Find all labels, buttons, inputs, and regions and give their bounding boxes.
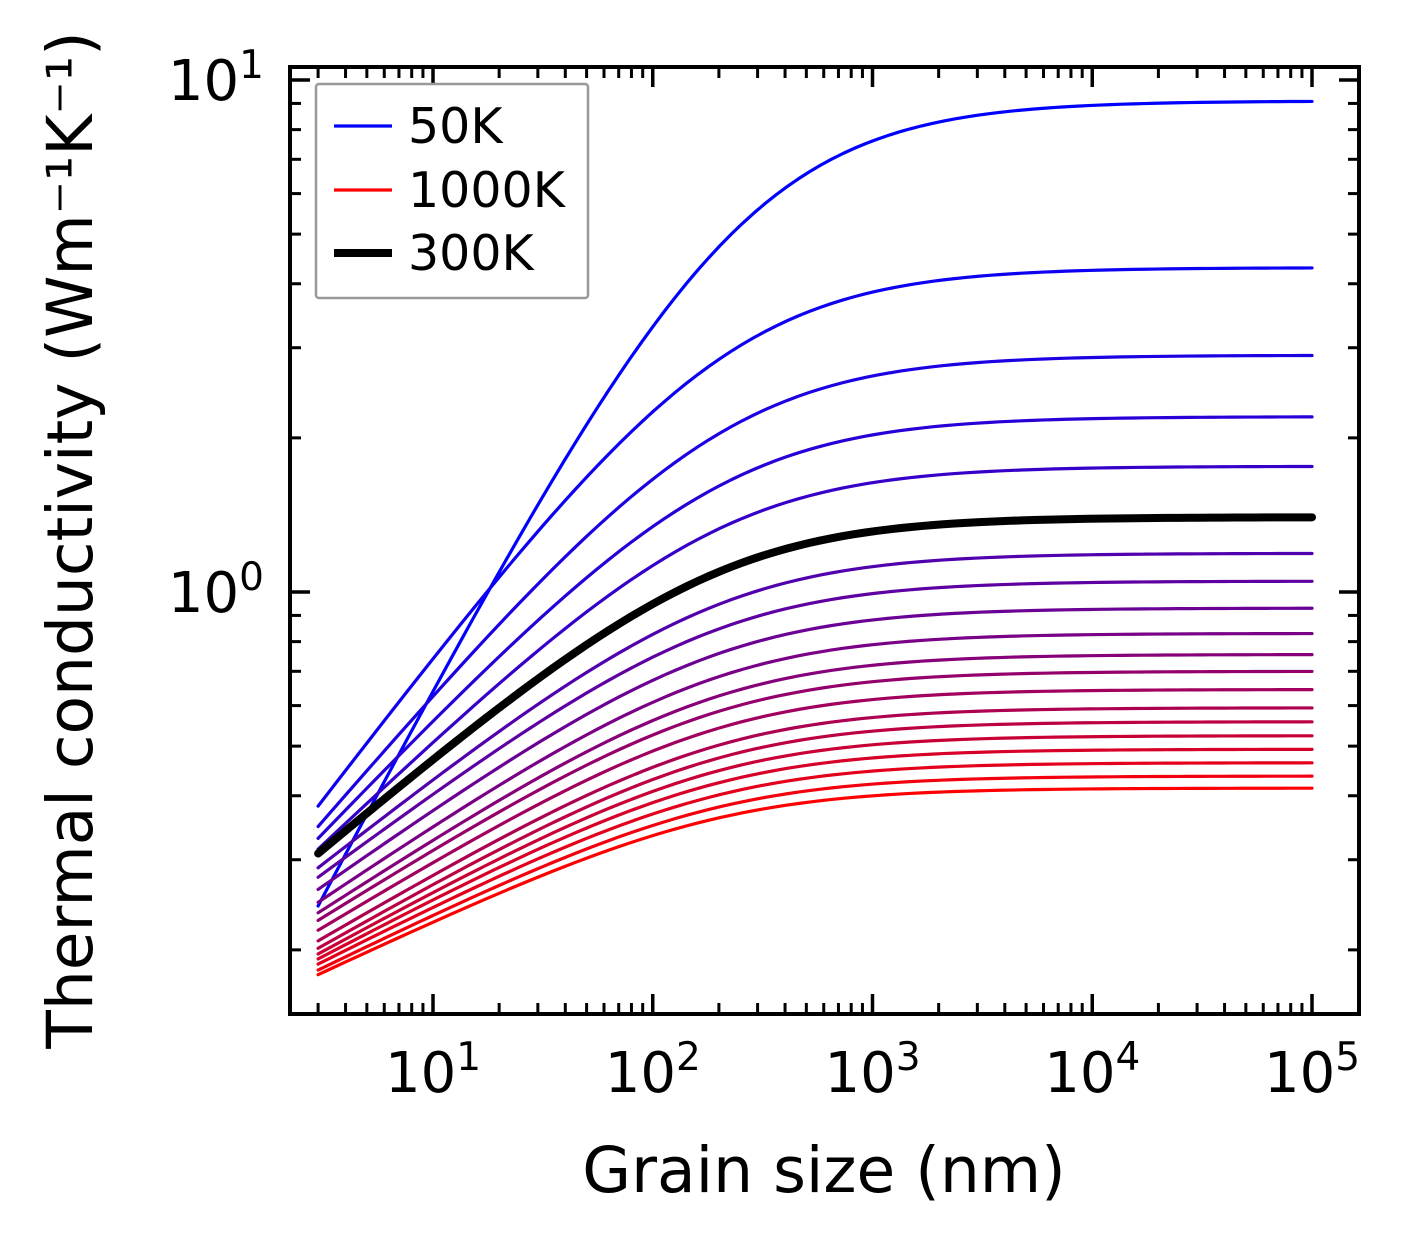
x-tick-label-10²: 102 (605, 1035, 701, 1106)
curve-1000K (316, 786, 1314, 977)
curve-700K (316, 706, 1314, 943)
legend: 50K 1000K 300K (314, 82, 590, 300)
y-tick-label-10⁰: 100 (168, 555, 264, 626)
axes-layer: 101 102 103 104 105 100 101 (168, 43, 1361, 1106)
curve-450K (316, 606, 1314, 891)
x-tick-label-10⁵: 105 (1264, 1035, 1360, 1106)
plot-border (288, 65, 1361, 1016)
curve-500K (316, 631, 1314, 904)
legend-label-50K: 50K (408, 98, 504, 155)
curve-650K (316, 688, 1314, 932)
curve-50K (316, 99, 1314, 908)
x-axis-title: Grain size (nm) (582, 1134, 1065, 1207)
curve-900K (316, 761, 1314, 966)
curve-550K (316, 653, 1314, 915)
curve-400K (316, 579, 1314, 879)
y-axis-title: Thermal conductivity (Wm⁻¹K⁻¹) (34, 31, 107, 1049)
curve-750K (316, 720, 1314, 950)
curve-300K (314, 513, 1316, 858)
legend-label-1000K: 1000K (408, 162, 567, 219)
legend-label-300K: 300K (408, 225, 536, 282)
curve-350K (316, 551, 1314, 870)
curve-850K (316, 747, 1314, 961)
curve-100K (316, 266, 1314, 808)
curve-950K (316, 774, 1314, 972)
curve-150K (316, 353, 1314, 829)
curve-200K (316, 415, 1314, 840)
legend-box (314, 82, 590, 300)
curve-800K (316, 734, 1314, 956)
y-tick-label-10¹: 101 (168, 43, 264, 114)
curves-layer (314, 99, 1316, 977)
curve-600K (316, 669, 1314, 922)
x-tick-label-10³: 103 (824, 1035, 920, 1106)
x-tick-label-10¹: 101 (385, 1035, 481, 1106)
x-tick-label-10⁴: 104 (1044, 1035, 1140, 1106)
curve-250K (316, 464, 1314, 851)
